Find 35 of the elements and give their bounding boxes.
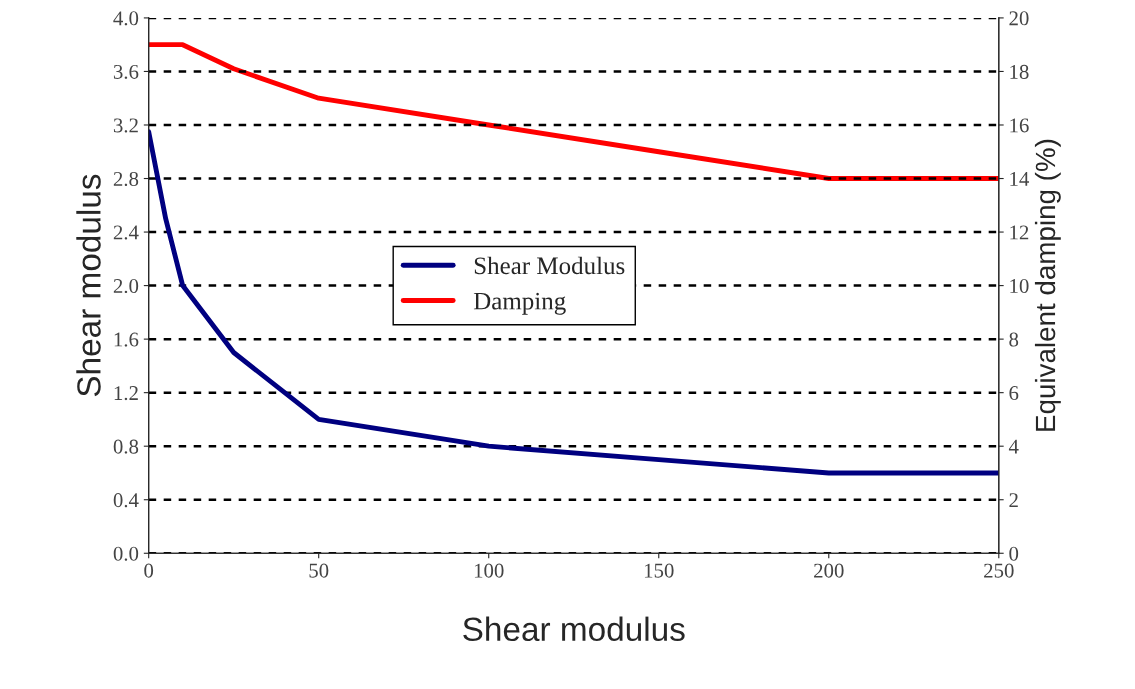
y-tick-label: 2.8 (113, 171, 139, 187)
y2-tick-label: 6 (1009, 386, 1019, 401)
y2-tick-label: 2 (1009, 493, 1018, 507)
y2-tick-label: 20 (1009, 11, 1029, 26)
line-series (148, 42, 999, 181)
legend-label: Shear Modulus (474, 256, 625, 275)
y2-tick-label: 10 (1010, 278, 1029, 294)
y2-tick-label: 16 (1010, 118, 1029, 133)
y-tick-label: 4.0 (113, 11, 139, 26)
y2-axis-title: Equivalent damping (%) (1034, 139, 1061, 431)
x-tick-label: 100 (474, 563, 504, 578)
y-tick-label: 3.2 (113, 118, 138, 133)
y-tick-label: 2.4 (113, 225, 139, 240)
y-tick-label: 3.6 (113, 64, 139, 79)
x-tick-label: 250 (984, 563, 1014, 578)
y-tick-label: 0.4 (113, 493, 139, 508)
y-tick-label: 2.0 (113, 278, 139, 294)
line-series (148, 129, 999, 476)
legend-label: Damping (473, 292, 566, 315)
x-tick-label: 200 (814, 563, 844, 578)
y-tick-label: 0.0 (113, 546, 139, 561)
x-tick-label: 150 (644, 563, 674, 578)
y-axis-title: Shear modulus (76, 174, 101, 397)
y2-tick-label: 4 (1008, 439, 1019, 454)
y2-tick-label: 14 (1010, 171, 1030, 186)
y2-tick-label: 18 (1010, 64, 1029, 79)
x-axis-title: Shear modulus (463, 616, 685, 642)
y-tick-label: 1.2 (114, 386, 138, 401)
y2-tick-label: 8 (1009, 332, 1019, 347)
y2-tick-label: 12 (1010, 225, 1029, 240)
y2-tick-label: 0 (1009, 546, 1019, 561)
x-tick-label: 50 (309, 563, 329, 578)
x-tick-label: 0 (144, 563, 154, 578)
y-tick-label: 1.6 (114, 332, 139, 347)
y-tick-label: 0.8 (113, 439, 139, 454)
